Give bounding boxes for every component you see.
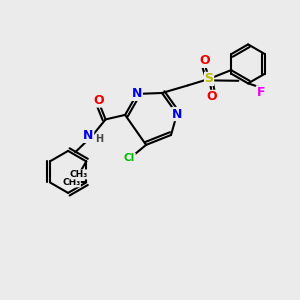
Text: O: O <box>94 94 104 107</box>
Text: Cl: Cl <box>124 153 135 164</box>
Text: N: N <box>132 87 142 101</box>
Text: N: N <box>83 129 94 142</box>
Text: F: F <box>256 86 265 99</box>
Text: CH₃: CH₃ <box>62 178 80 187</box>
Text: H: H <box>94 134 103 145</box>
Text: O: O <box>199 54 210 68</box>
Text: S: S <box>205 72 214 86</box>
Text: N: N <box>172 107 182 121</box>
Text: CH₃: CH₃ <box>70 170 88 179</box>
Text: O: O <box>207 90 218 104</box>
